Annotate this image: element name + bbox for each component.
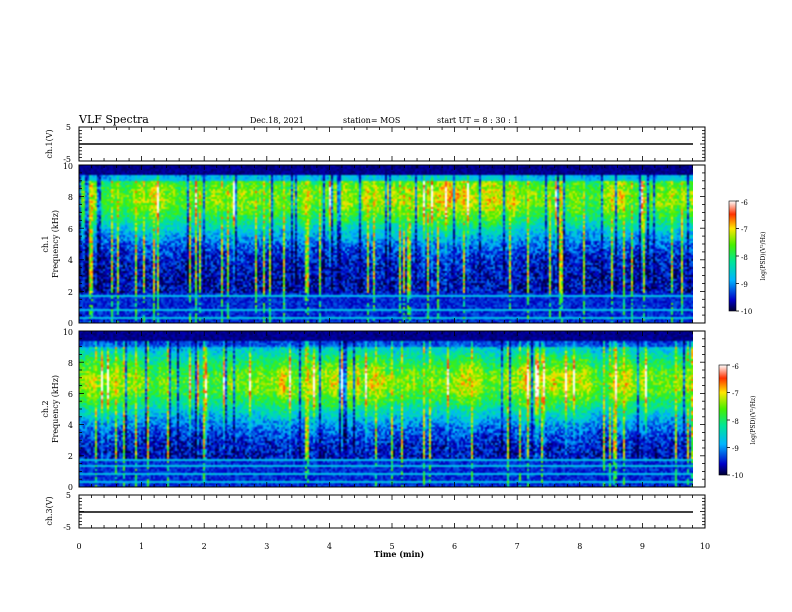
figure-date: Dec.18, 2021 — [250, 116, 304, 125]
x-tick-label-5: 5 — [389, 542, 394, 551]
x-axis-label: Time (min) — [374, 549, 424, 559]
ch2-spectrogram-panel: 0 2 4 6 8 10 ch.2Frequency (kHz) — [41, 328, 706, 492]
cb2-tick-neg6: -6 — [732, 363, 739, 371]
cb2-tick-neg8: -8 — [732, 418, 739, 426]
cb2-tick-neg9: -9 — [732, 445, 739, 453]
ch1-colorbar: -6 -7 -8 -9 -10 log(PSD)(V²/Hz) — [728, 199, 767, 316]
x-tick-label-2: 2 — [202, 542, 207, 551]
ch3-voltage-panel: 5 -5 ch.3(V) — [45, 491, 706, 532]
ch1-colorbar-gradient — [728, 200, 737, 312]
ch2-ytick-2: 2 — [68, 452, 73, 461]
ch1-voltage-panel: 5 -5 ch.1(V) — [45, 123, 706, 164]
cb1-tick-neg8: -8 — [741, 254, 748, 262]
ch2-colorbar: -6 -7 -8 -9 -10 log(PSD)(V²/Hz) — [718, 363, 757, 480]
ch1-ytick-2: 2 — [68, 288, 73, 297]
ch1-ytick-0: 0 — [68, 319, 73, 328]
ch1-voltage-ticks — [78, 126, 706, 162]
ch1-ytick-6: 6 — [68, 225, 73, 234]
ch1-spectrogram-ticks — [78, 164, 706, 324]
ch2-spectrogram-ylabel: ch.2Frequency (kHz) — [41, 375, 60, 443]
x-tick-label-0: 0 — [76, 542, 81, 551]
ch2-spectrogram-ticks — [78, 330, 706, 488]
ch1-colorbar-label: log(PSD)(V²/Hz) — [760, 232, 767, 281]
ch3-voltage-ylabel: ch.3(V) — [45, 496, 54, 525]
ch3-voltage-ytick-5: 5 — [66, 491, 71, 500]
ch1-spectrogram-panel: 0 2 4 6 8 10 ch.1Frequency (kHz) — [41, 162, 706, 328]
cb2-tick-neg7: -7 — [732, 390, 739, 398]
figure-start-time: start UT = 8 : 30 : 1 — [437, 116, 518, 125]
ch1-voltage-ytick-neg5: -5 — [63, 155, 71, 164]
x-tick-label-9: 9 — [640, 542, 645, 551]
x-tick-label-7: 7 — [515, 542, 520, 551]
cb1-tick-neg10: -10 — [741, 308, 752, 316]
ch1-spectrogram-image — [79, 165, 693, 323]
x-tick-label-3: 3 — [264, 542, 269, 551]
ch1-voltage-ytick-5: 5 — [66, 123, 71, 132]
x-tick-label-6: 6 — [452, 542, 457, 551]
cb1-tick-neg7: -7 — [741, 226, 748, 234]
x-tick-label-4: 4 — [327, 542, 332, 551]
cb1-tick-neg6: -6 — [741, 199, 748, 207]
cb2-tick-neg10: -10 — [732, 472, 743, 480]
cb1-tick-neg9: -9 — [741, 281, 748, 289]
ch1-ytick-4: 4 — [68, 256, 73, 265]
x-tick-label-1: 1 — [139, 542, 144, 551]
ch2-ytick-6: 6 — [68, 390, 73, 399]
figure-station: station= MOS — [343, 116, 400, 125]
ch1-spectrogram-ylabel: ch.1Frequency (kHz) — [41, 210, 60, 278]
x-tick-label-10: 10 — [700, 542, 710, 551]
ch2-ytick-4: 4 — [68, 421, 73, 430]
ch1-voltage-ylabel: ch.1(V) — [45, 129, 54, 158]
ch1-ytick-8: 8 — [68, 193, 73, 202]
ch2-ytick-0: 0 — [68, 483, 73, 492]
ch3-voltage-ytick-neg5: -5 — [63, 523, 71, 532]
ch1-ytick-10: 10 — [63, 162, 73, 171]
x-tick-label-8: 8 — [577, 542, 582, 551]
ch2-colorbar-gradient — [718, 364, 728, 476]
ch2-ytick-10: 10 — [63, 328, 73, 337]
ch2-ytick-8: 8 — [68, 359, 73, 368]
ch2-spectrogram-image — [79, 331, 693, 487]
ch2-colorbar-label: log(PSD)(V²/Hz) — [750, 396, 757, 445]
figure-title: VLF Spectra — [78, 113, 149, 126]
x-tick-labels: 0 1 2 3 4 5 6 7 8 9 10 — [76, 542, 710, 551]
